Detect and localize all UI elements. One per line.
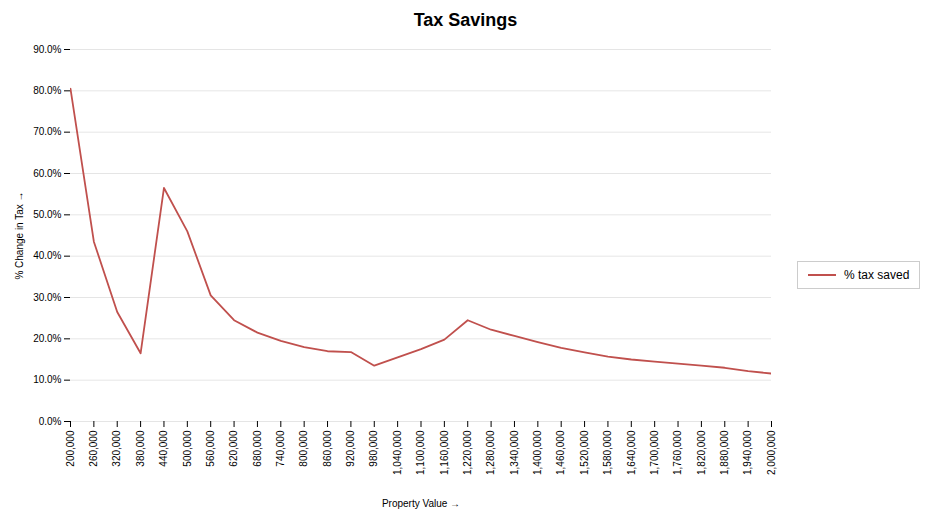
html-text:% tax saved: % tax saved: [844, 268, 910, 282]
svg-text:90.0%: 90.0%: [33, 44, 61, 55]
svg-text:40.0%: 40.0%: [33, 250, 61, 261]
svg-text:1,100,000: 1,100,000: [415, 430, 426, 475]
svg-text:320,000: 320,000: [111, 430, 122, 467]
svg-text:980,000: 980,000: [368, 430, 379, 467]
svg-text:70.0%: 70.0%: [33, 126, 61, 137]
svg-text:50.0%: 50.0%: [33, 209, 61, 220]
svg-text:20.0%: 20.0%: [33, 333, 61, 344]
svg-text:800,000: 800,000: [298, 430, 309, 467]
svg-text:1,880,000: 1,880,000: [719, 430, 730, 475]
svg-text:740,000: 740,000: [275, 430, 286, 467]
svg-text:440,000: 440,000: [158, 430, 169, 467]
svg-text:1,220,000: 1,220,000: [462, 430, 473, 475]
svg-text:0.0%: 0.0%: [39, 416, 62, 427]
svg-text:1,280,000: 1,280,000: [485, 430, 496, 475]
svg-text:2,000,000: 2,000,000: [766, 430, 777, 475]
svg-text:10.0%: 10.0%: [33, 374, 61, 385]
svg-text:200,000: 200,000: [65, 430, 76, 467]
svg-text:920,000: 920,000: [345, 430, 356, 467]
svg-text:260,000: 260,000: [88, 430, 99, 467]
svg-text:1,340,000: 1,340,000: [509, 430, 520, 475]
svg-text:680,000: 680,000: [252, 430, 263, 467]
svg-text:1,520,000: 1,520,000: [579, 430, 590, 475]
svg-text:1,760,000: 1,760,000: [672, 430, 683, 475]
svg-text:1,460,000: 1,460,000: [555, 430, 566, 475]
svg-text:Property Value →: Property Value →: [382, 498, 460, 509]
svg-text:1,940,000: 1,940,000: [742, 430, 753, 475]
svg-text:380,000: 380,000: [135, 430, 146, 467]
svg-text:1,820,000: 1,820,000: [696, 430, 707, 475]
svg-text:860,000: 860,000: [322, 430, 333, 467]
svg-text:1,400,000: 1,400,000: [532, 430, 543, 475]
html-text:Tax Savings: Tax Savings: [413, 10, 518, 30]
svg-text:1,580,000: 1,580,000: [602, 430, 613, 475]
svg-text:% Change in Tax →: % Change in Tax →: [14, 191, 25, 279]
svg-text:30.0%: 30.0%: [33, 292, 61, 303]
svg-text:80.0%: 80.0%: [33, 85, 61, 96]
svg-text:1,160,000: 1,160,000: [439, 430, 450, 475]
svg-text:500,000: 500,000: [182, 430, 193, 467]
svg-text:560,000: 560,000: [205, 430, 216, 467]
svg-text:1,700,000: 1,700,000: [649, 430, 660, 475]
svg-text:1,040,000: 1,040,000: [392, 430, 403, 475]
svg-text:620,000: 620,000: [228, 430, 239, 467]
svg-text:1,640,000: 1,640,000: [626, 430, 637, 475]
svg-text:60.0%: 60.0%: [33, 168, 61, 179]
